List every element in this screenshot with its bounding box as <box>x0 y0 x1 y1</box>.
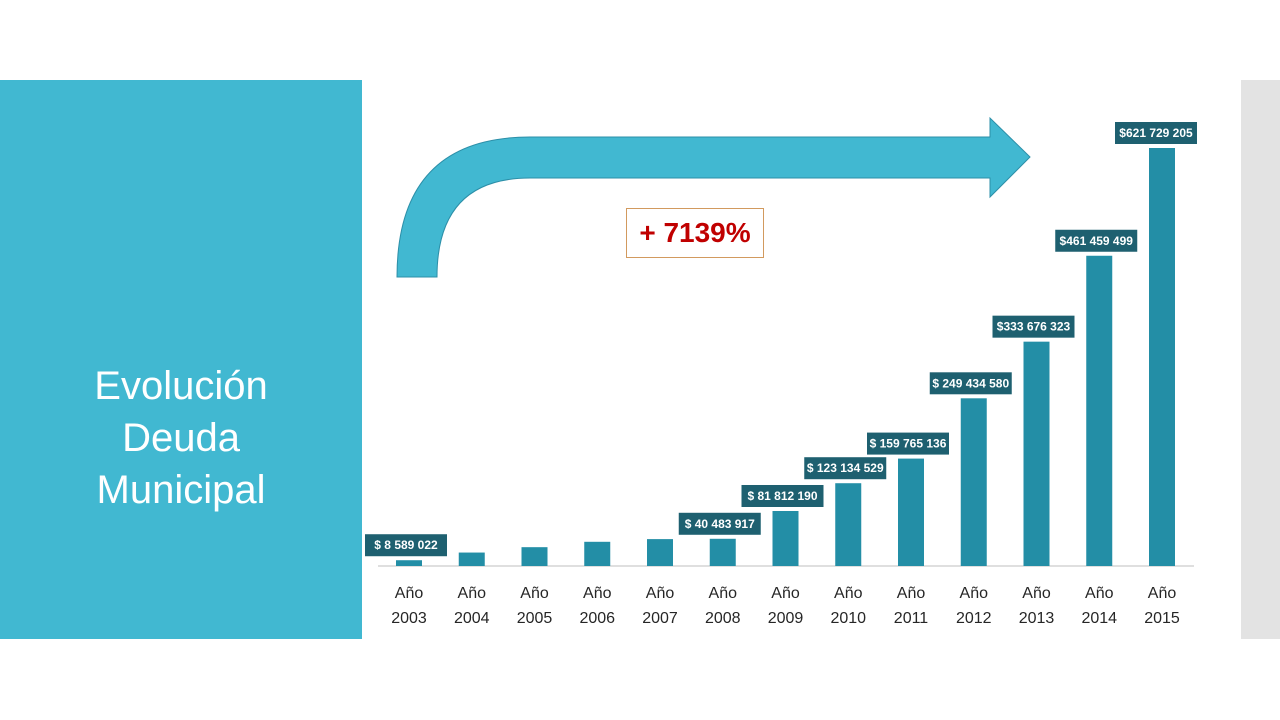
x-tick-label: Año <box>1022 585 1051 602</box>
bar <box>960 398 987 566</box>
bar <box>772 510 799 566</box>
x-tick-label: 2010 <box>830 610 866 627</box>
data-label: $ 249 434 580 <box>932 376 1009 390</box>
bar-series <box>396 148 1175 567</box>
slide-title-line-2: Deuda <box>122 416 240 460</box>
data-label: $333 676 323 <box>997 320 1071 334</box>
title-panel: Evolución Deuda Municipal <box>0 80 362 639</box>
bar <box>521 547 548 566</box>
x-tick-label: 2014 <box>1081 610 1117 627</box>
data-label: $ 8 589 022 <box>374 538 438 552</box>
x-tick-label: 2004 <box>454 610 490 627</box>
data-label-background <box>365 534 447 557</box>
bar <box>898 458 924 566</box>
data-label: $ 81 812 190 <box>747 489 817 503</box>
data-label-group: $ 8 589 022 $ 40 483 917 $ 81 812 190 $ 123… <box>365 122 1197 557</box>
x-tick-label: Año <box>897 585 926 602</box>
x-tick-label: 2007 <box>642 610 678 627</box>
data-label-background <box>804 457 887 480</box>
x-tick-label-group: Año 2003 Año 2004 Año 2005 Año 2006 Año 2007 Año 20… <box>391 585 1180 627</box>
x-tick-label: Año <box>1148 585 1177 602</box>
data-label-background <box>867 432 949 455</box>
x-tick-label: 2015 <box>1144 610 1180 627</box>
bar <box>835 483 862 566</box>
x-tick-label: Año <box>771 585 800 602</box>
slide-title: Evolución Deuda Municipal <box>0 360 362 516</box>
x-tick-label: Año <box>1085 585 1114 602</box>
data-label-background <box>992 315 1075 338</box>
x-tick-label: Año <box>646 585 675 602</box>
x-tick-label: 2005 <box>517 610 553 627</box>
x-tick-label: 2008 <box>705 610 741 627</box>
data-label: $461 459 499 <box>1060 234 1134 248</box>
x-tick-label: Año <box>520 585 549 602</box>
x-tick-label: 2009 <box>768 610 804 627</box>
x-tick-label: Año <box>583 585 612 602</box>
bar <box>584 541 611 566</box>
bar <box>647 539 673 566</box>
data-label: $ 123 134 529 <box>807 461 884 475</box>
data-label: $ 40 483 917 <box>685 517 755 531</box>
slide-title-line-1: Evolución <box>94 364 268 408</box>
data-label-background <box>678 512 761 535</box>
x-tick-label: Año <box>458 585 487 602</box>
data-label: $ 159 765 136 <box>870 437 947 451</box>
x-tick-label: Año <box>960 585 989 602</box>
x-tick-label: 2011 <box>894 610 929 627</box>
bar <box>709 538 736 566</box>
bar <box>458 552 485 566</box>
slide-title-line-3: Municipal <box>96 468 266 512</box>
x-tick-label: 2006 <box>579 610 615 627</box>
data-label-background <box>741 484 824 507</box>
data-label-background <box>1115 122 1197 144</box>
bar <box>1086 255 1113 567</box>
curved-arrow-shape <box>396 116 1031 278</box>
x-tick-label: 2013 <box>1019 610 1055 627</box>
right-side-strip <box>1241 80 1280 639</box>
bar <box>1023 341 1050 566</box>
x-tick-label: 2003 <box>391 610 427 627</box>
data-label-background <box>929 372 1012 395</box>
x-tick-label: Año <box>834 585 863 602</box>
x-tick-label: 2012 <box>956 610 992 627</box>
data-label-background <box>1055 229 1138 252</box>
bar <box>1149 148 1175 566</box>
growth-percentage-callout: + 7139% <box>626 208 764 258</box>
bar <box>396 560 422 566</box>
x-tick-label: Año <box>395 585 424 602</box>
x-tick-label: Año <box>709 585 738 602</box>
data-label: $621 729 205 <box>1119 126 1193 140</box>
